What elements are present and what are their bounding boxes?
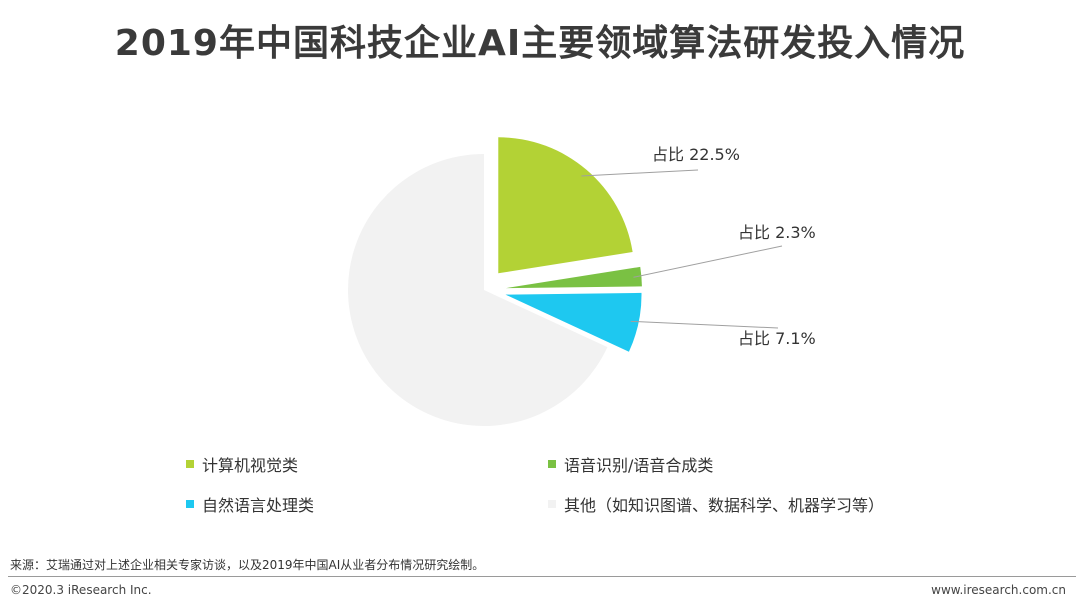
leader-line-1: [581, 169, 699, 177]
legend-swatch: [186, 500, 194, 508]
legend-swatch: [548, 500, 556, 508]
copyright-text: ©2020.3 iResearch Inc.: [10, 583, 152, 597]
website-url: www.iresearch.com.cn: [931, 583, 1066, 597]
legend-swatch: [548, 460, 556, 468]
legend-label: 语音识别/语音合成类: [564, 456, 714, 475]
leader-line-3: [630, 320, 779, 329]
legend-label: 其他（如知识图谱、数据科学、机器学习等）: [564, 496, 885, 515]
legend-label: 自然语言处理类: [202, 496, 315, 515]
footer-divider: [8, 576, 1076, 577]
chart-title: 2019年中国科技企业AI主要领域算法研发投入情况: [114, 23, 966, 64]
leader-line-2: [633, 245, 783, 278]
data-label-2: 占比 2.3%: [738, 223, 816, 242]
pie-slice-4: [348, 154, 608, 426]
legend-item-1: 计算机视觉类: [186, 452, 298, 476]
legend-item-3: 自然语言处理类: [186, 492, 314, 516]
pie-slice-3: [505, 292, 642, 352]
legend-item-2: 语音识别/语音合成类: [548, 452, 713, 476]
legend-swatch: [186, 460, 194, 468]
pie-slice-1: [498, 137, 633, 274]
data-label-1: 占比 22.5%: [652, 145, 740, 164]
legend-label: 计算机视觉类: [202, 456, 299, 475]
data-label-3: 占比 7.1%: [738, 329, 816, 348]
legend-item-4: 其他（如知识图谱、数据科学、机器学习等）: [548, 492, 884, 516]
source-note: 来源：艾瑞通过对上述企业相关专家访谈，以及2019年中国AI从业者分布情况研究绘…: [10, 558, 485, 572]
pie-slice-2: [505, 266, 642, 289]
